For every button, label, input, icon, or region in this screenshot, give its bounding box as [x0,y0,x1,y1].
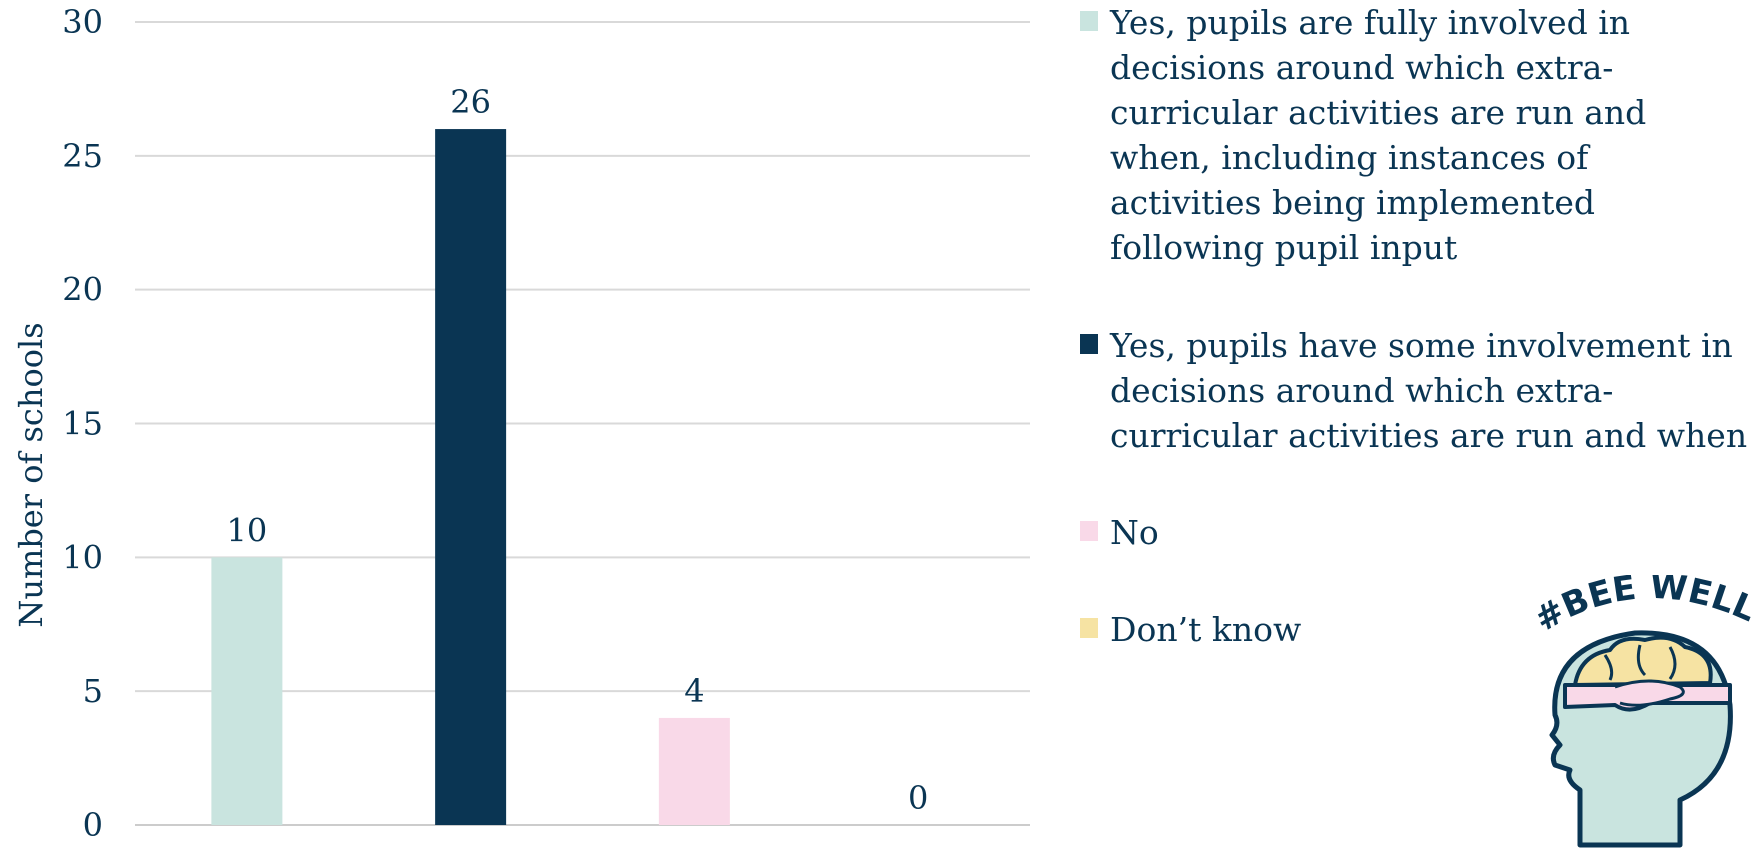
gridlines [135,21,1030,826]
bars [211,129,730,826]
y-tick-label: 10 [62,538,103,576]
data-labels: 10 26 4 0 [227,83,929,817]
y-tick-label: 25 [62,137,103,175]
y-tick-label: 20 [62,271,103,309]
legend-swatch [1080,521,1098,541]
head-brain-hands-icon [1549,630,1733,848]
legend-swatch [1080,618,1098,638]
bar-value-label: 0 [908,779,928,817]
bar [658,717,730,825]
legend-label: Yes, pupils are fully involved in decisi… [1110,3,1647,267]
legend-item-no: No [1080,510,1750,555]
legend-item-some-involvement: Yes, pupils have some involvement in dec… [1080,323,1750,458]
bar-value-label: 10 [227,511,268,549]
y-axis-ticks: 0 5 10 15 20 25 30 [62,3,103,844]
bar [435,129,507,826]
y-tick-label: 15 [62,405,103,443]
bar-value-label: 4 [684,672,704,710]
y-tick-label: 5 [83,672,103,710]
legend-label: No [1110,513,1159,552]
legend-item-fully-involved: Yes, pupils are fully involved in decisi… [1080,0,1750,270]
bee-well-logo: #BEE WELL [1528,575,1753,848]
legend-item-dont-know: Don’t know [1080,607,1750,652]
legend: Yes, pupils are fully involved in decisi… [1080,0,1750,652]
legend-label: Don’t know [1110,610,1302,649]
legend-swatch [1080,11,1098,31]
legend-swatch [1080,334,1098,354]
bar-value-label: 26 [450,83,491,121]
y-axis-label: Number of schools [12,322,50,627]
y-tick-label: 30 [62,3,103,41]
y-tick-label: 0 [83,806,103,844]
logo-text: #BEE WELL [1528,575,1753,640]
legend-label: Yes, pupils have some involvement in dec… [1110,326,1748,455]
bar [211,557,283,825]
